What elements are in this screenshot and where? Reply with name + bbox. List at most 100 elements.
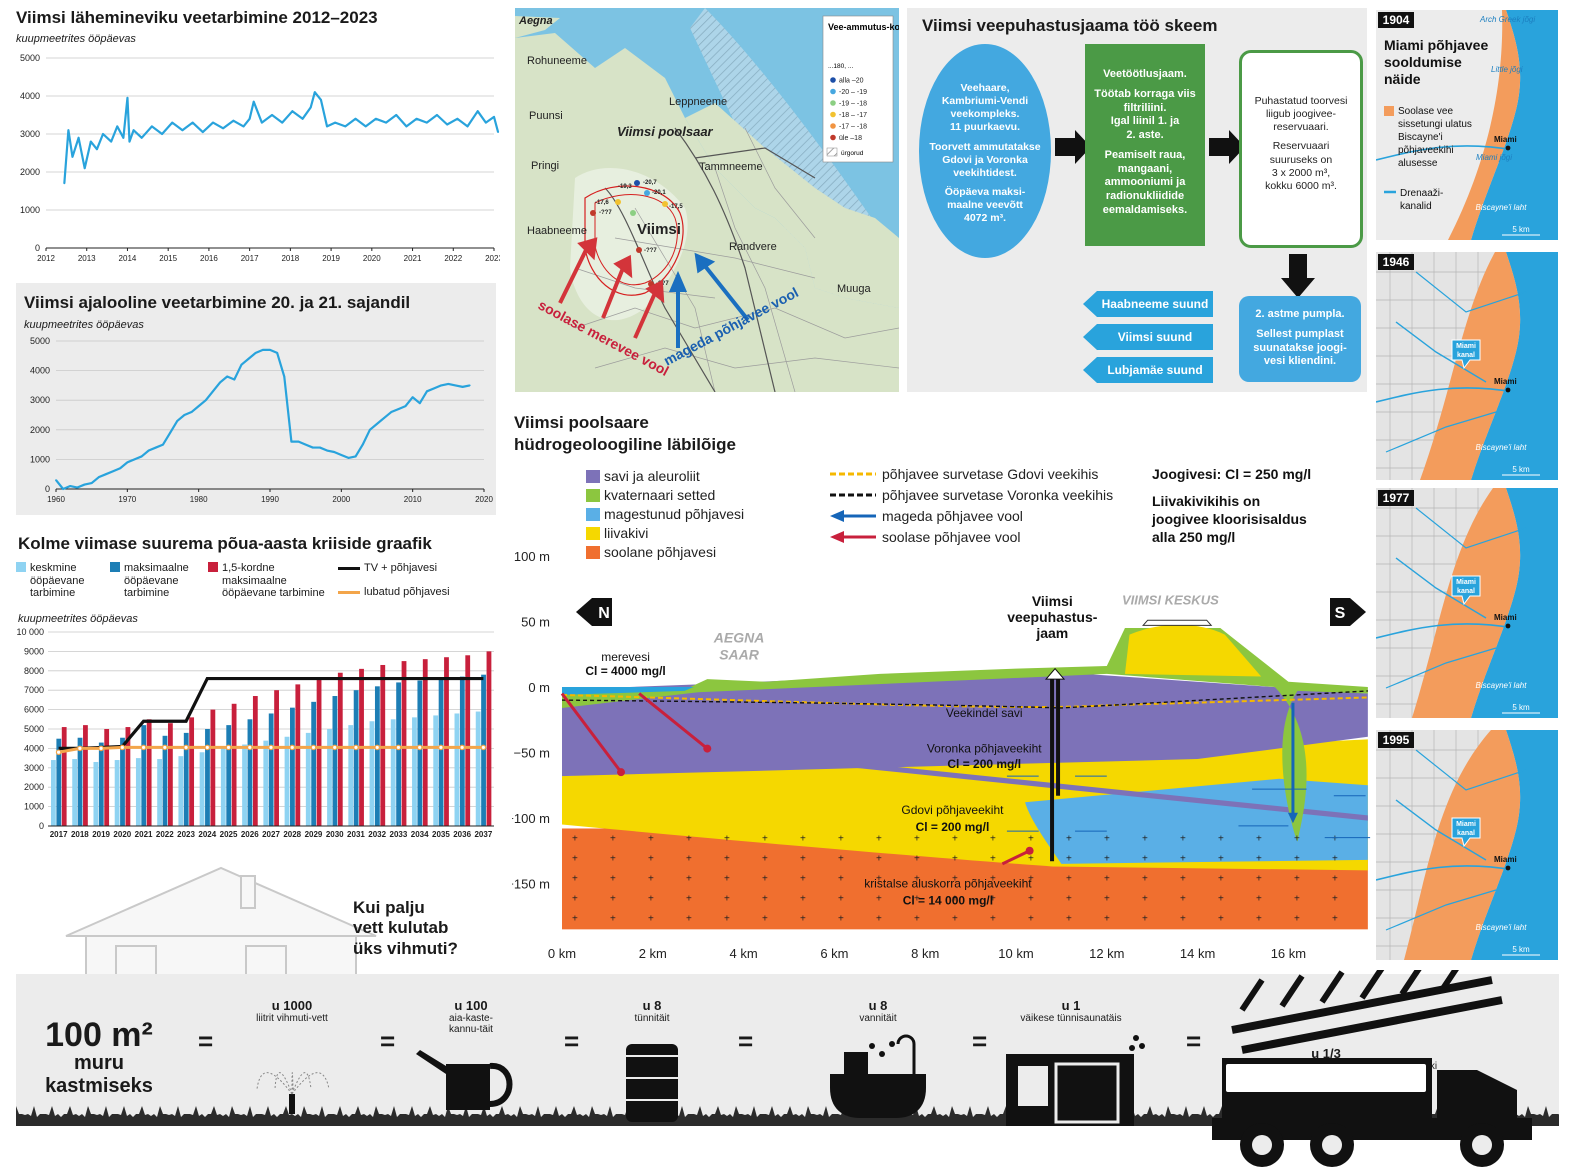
data-point <box>440 384 443 387</box>
cross-mark: + <box>648 914 654 925</box>
data-point <box>461 385 464 388</box>
x-tick-label: 2031 <box>347 830 365 839</box>
cross-mark: + <box>686 854 692 865</box>
bar <box>284 736 290 826</box>
data-point <box>353 744 359 751</box>
x-tick-label: 1990 <box>261 495 279 504</box>
question-line: vett kulutab <box>353 918 449 938</box>
equals-sign: = <box>1186 1026 1202 1056</box>
x-tick-label: 2020 <box>475 495 493 504</box>
bar <box>120 737 125 826</box>
year-label: 1904 <box>1383 13 1410 27</box>
text-line: 4072 m³. <box>963 212 1007 225</box>
bar <box>290 707 295 826</box>
equivalent-value: u 1000 <box>271 998 313 1013</box>
label-station: jaam <box>1035 625 1068 641</box>
data-point <box>354 455 357 458</box>
salt-flow-arrow <box>560 692 623 774</box>
miami-label: Miami <box>1494 377 1517 386</box>
drainage-canal <box>1415 271 1527 313</box>
cross-mark: + <box>838 894 844 905</box>
arrow-right-icon <box>1055 130 1091 164</box>
little-river-label: Little jõgi <box>1491 65 1523 74</box>
legend-label: -19 – -18 <box>839 101 867 108</box>
chart1-title: Viimsi lähemineviku veetarbimine 2012–20… <box>16 8 378 27</box>
drainage-canal <box>1395 321 1487 383</box>
cross-mark: + <box>610 854 616 865</box>
cross-mark: + <box>1066 914 1072 925</box>
y-tick-label: 8000 <box>24 666 44 676</box>
map-svg: -19,3 -20,7 -20,1 -17,6 -17,5 -??7 -??7 … <box>515 8 899 392</box>
extraction-point <box>662 201 668 207</box>
y-tick-label: 9000 <box>24 646 44 656</box>
y-tick-label: 4000 <box>30 366 50 376</box>
bar <box>61 727 67 826</box>
data-point <box>197 405 200 408</box>
cross-mark: + <box>876 854 882 865</box>
drainage-canal <box>1385 411 1497 453</box>
data-point <box>354 117 357 120</box>
data-point <box>150 125 153 128</box>
data-point <box>176 420 179 422</box>
label-sea: merevesi <box>601 650 650 664</box>
cross-mark: + <box>800 854 806 865</box>
x-tick-label: 2017 <box>241 254 259 263</box>
place-aegna: Aegna <box>518 15 553 27</box>
legend-swatch <box>1384 106 1394 116</box>
text-line: eemaldamiseks. <box>1102 203 1188 216</box>
text-line: Puhastatud toorvesi <box>1254 95 1348 107</box>
miami-dot <box>1505 387 1511 393</box>
label-gdovi-cl: Cl = 200 mg/l <box>916 820 990 834</box>
village-buildings <box>1142 619 1213 626</box>
bar <box>125 727 131 826</box>
x-tick-label: 10 km <box>998 946 1033 961</box>
data-point <box>246 744 253 751</box>
pump-box: 2. astme pumpla. Sellest pumplast suunatak… <box>1239 296 1361 382</box>
equivalent-label: liitrit vihmuti-vett <box>256 1013 328 1024</box>
chart3-title: Kolme viimase suurema põua-aasta kriisid… <box>18 534 432 553</box>
x-tick-label: 14 km <box>1180 946 1215 961</box>
data-point <box>383 417 386 419</box>
legend-swatch <box>16 562 26 572</box>
x-tick-label: 2013 <box>78 254 96 263</box>
label-station: Viimsi <box>1032 593 1073 609</box>
cross-mark: + <box>1104 894 1110 905</box>
can-shape <box>489 1063 513 1107</box>
bar <box>189 717 195 826</box>
drainage-canal <box>1385 889 1497 931</box>
equivalent-value: u 1/3 <box>1311 1046 1341 1061</box>
place-puunsi: Puunsi <box>529 110 563 122</box>
bar <box>220 748 226 826</box>
text-line: Reservuaari <box>1272 140 1330 153</box>
place-names: Aegna Rohuneeme Puunsi Pringi Haabneeme … <box>518 15 872 295</box>
data-point <box>480 744 487 751</box>
text-line: 11 puurkaevu. <box>949 121 1021 134</box>
chart2-subtitle: kuupmeetrites ööpäevas <box>24 319 144 331</box>
data-point <box>147 449 150 452</box>
cross-mark: + <box>1142 914 1148 925</box>
data-point <box>191 121 194 124</box>
map-legend-title: Vee-ammutus-kohad <box>828 22 899 32</box>
scale-label: 5 km <box>1512 945 1530 954</box>
text-line: vesi kliendini. <box>1263 355 1337 368</box>
cross-mark: + <box>724 914 730 925</box>
tank-label-box <box>1226 1064 1426 1092</box>
miami-label: Miami <box>1494 613 1517 622</box>
data-point <box>297 440 300 443</box>
cross-mark: + <box>1104 834 1110 845</box>
bar <box>104 729 110 826</box>
chart3-panel: Kolme viimase suurema põua-aasta kriisid… <box>16 530 500 852</box>
ladder-rail <box>1241 996 1503 1054</box>
legend-label: Biscayne'i <box>1398 132 1443 143</box>
label-crystal-cl: Cl = 14 000 mg/l <box>903 893 993 907</box>
drainage-canal <box>1385 647 1497 689</box>
extraction-point <box>636 247 642 253</box>
x-tick-label: 2026 <box>241 830 259 839</box>
salt-flow-arrow <box>1001 849 1031 866</box>
sea <box>562 687 694 695</box>
text-line: Gdovi ja Voronka <box>942 153 1028 166</box>
chart1-subtitle: kuupmeetrites ööpäevas <box>16 33 136 45</box>
cross-mark: + <box>952 874 958 885</box>
data-point <box>140 136 143 139</box>
text-line: Veetöötlusjaam. <box>1103 68 1187 80</box>
